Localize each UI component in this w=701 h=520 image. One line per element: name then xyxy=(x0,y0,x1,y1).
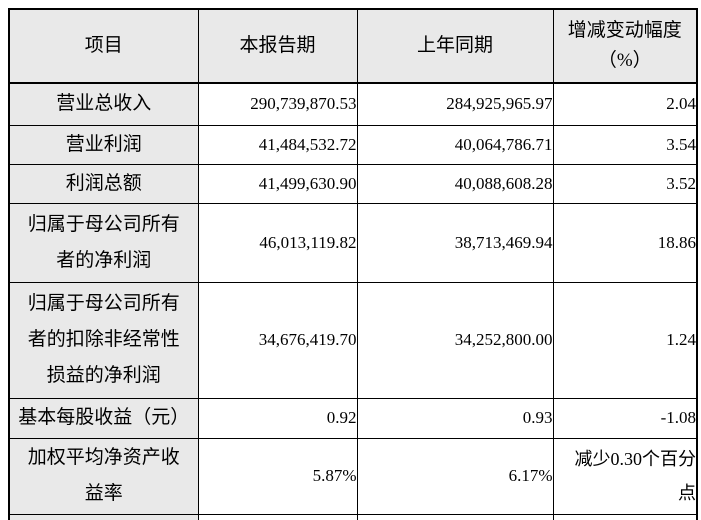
table-row-net-profit-excl-nonrecurring: 归属于母公司所有 者的扣除非经常性 损益的净利润 34,676,419.70 3… xyxy=(8,281,698,399)
change-value: 2.04 xyxy=(552,82,698,126)
table-header-row: 项目 本报告期 上年同期 增减变动幅度 （%） xyxy=(8,8,698,84)
change-value: 3.52 xyxy=(552,163,698,204)
row-label xyxy=(8,513,199,520)
column-header-change-percent: 增减变动幅度 （%） xyxy=(552,8,698,84)
current-period-value: 34,676,419.70 xyxy=(197,281,358,399)
row-label: 归属于母公司所有 者的扣除非经常性 损益的净利润 xyxy=(8,281,199,399)
current-period-value: 46,013,119.82 xyxy=(197,202,358,283)
financial-summary-table: 项目 本报告期 上年同期 增减变动幅度 （%） 营业总收入 290,739,87… xyxy=(8,8,698,520)
row-label: 归属于母公司所有 者的净利润 xyxy=(8,202,199,283)
prior-period-value: 0.93 xyxy=(356,397,554,439)
prior-period-value: 40,064,786.71 xyxy=(356,124,554,165)
row-label: 营业总收入 xyxy=(8,82,199,126)
change-value: -1.08 xyxy=(552,397,698,439)
change-value: 减少0.30个百分 点 xyxy=(552,437,698,515)
table-row-total-profit: 利润总额 41,499,630.90 40,088,608.28 3.52 xyxy=(8,163,698,204)
change-value: 18.86 xyxy=(552,202,698,283)
table-row-operating-profit: 营业利润 41,484,532.72 40,064,786.71 3.54 xyxy=(8,124,698,165)
row-label: 利润总额 xyxy=(8,163,199,204)
change-value: 3.54 xyxy=(552,124,698,165)
prior-period-value: 38,713,469.94 xyxy=(356,202,554,283)
table-row-net-profit-attributable: 归属于母公司所有 者的净利润 46,013,119.82 38,713,469.… xyxy=(8,202,698,283)
column-header-item: 项目 xyxy=(8,8,199,84)
prior-period-value: 34,252,800.00 xyxy=(356,281,554,399)
change-value xyxy=(552,513,698,520)
current-period-value: 5.87% xyxy=(197,437,358,515)
column-header-prior-period: 上年同期 xyxy=(356,8,554,84)
table-row-partial-clipped xyxy=(8,513,698,520)
current-period-value: 0.92 xyxy=(197,397,358,439)
prior-period-value: 40,088,608.28 xyxy=(356,163,554,204)
change-value: 1.24 xyxy=(552,281,698,399)
prior-period-value: 284,925,965.97 xyxy=(356,82,554,126)
current-period-value: 41,499,630.90 xyxy=(197,163,358,204)
column-header-current-period: 本报告期 xyxy=(197,8,358,84)
current-period-value: 41,484,532.72 xyxy=(197,124,358,165)
row-label: 营业利润 xyxy=(8,124,199,165)
current-period-value: 290,739,870.53 xyxy=(197,82,358,126)
table-row-basic-eps: 基本每股收益（元） 0.92 0.93 -1.08 xyxy=(8,397,698,439)
row-label: 基本每股收益（元） xyxy=(8,397,199,439)
table-row-weighted-avg-roe: 加权平均净资产收 益率 5.87% 6.17% 减少0.30个百分 点 xyxy=(8,437,698,515)
table-row-total-revenue: 营业总收入 290,739,870.53 284,925,965.97 2.04 xyxy=(8,82,698,126)
row-label: 加权平均净资产收 益率 xyxy=(8,437,199,515)
current-period-value xyxy=(197,513,358,520)
prior-period-value xyxy=(356,513,554,520)
prior-period-value: 6.17% xyxy=(356,437,554,515)
